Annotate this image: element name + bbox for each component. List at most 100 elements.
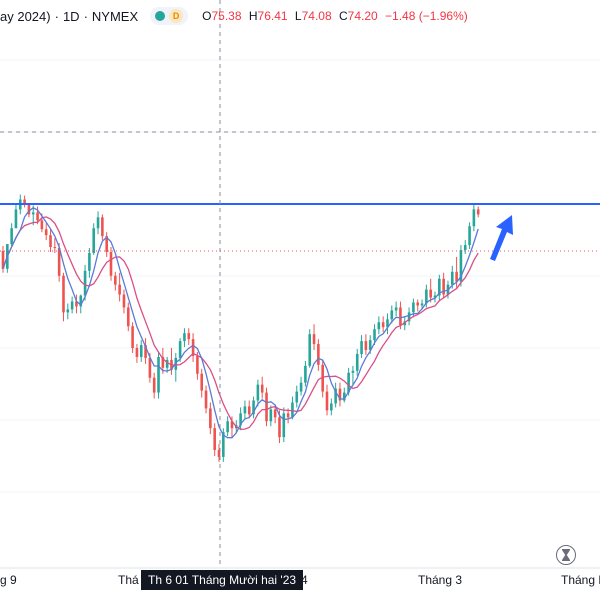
candle-body [144, 345, 147, 358]
time-axis-label: Tháng 3 [418, 573, 463, 587]
candle-body [14, 209, 18, 229]
candle-body [230, 421, 234, 429]
candle-body [101, 217, 104, 237]
interval-label[interactable]: 1D [62, 8, 80, 24]
candle-body [114, 275, 117, 285]
candle-body [317, 344, 320, 365]
candle-body [161, 356, 165, 368]
candle-body [278, 417, 281, 438]
candle-body [239, 413, 242, 426]
hourglass-icon[interactable] [556, 545, 576, 565]
candlestick-series [1, 194, 480, 462]
candle-body [433, 295, 437, 298]
candle-body [438, 278, 441, 296]
candle-body [468, 226, 471, 246]
candle-body [126, 307, 130, 327]
exchange-label: NYMEX [91, 8, 139, 24]
candle-body [222, 432, 225, 457]
candle-body [286, 413, 290, 418]
status-pill[interactable]: D [150, 7, 189, 25]
candle-body [373, 329, 376, 341]
chart-grid [0, 59, 600, 493]
candle-body [347, 372, 350, 393]
candle-body [118, 284, 121, 295]
close-value: 74.20 [347, 9, 378, 23]
candle-body [429, 289, 432, 298]
time-axis-label: g 9 [0, 573, 17, 587]
high-value: 76.41 [257, 9, 288, 23]
candle-body [187, 333, 191, 340]
separator-dot: · [54, 8, 59, 24]
chart-legend-header: ay 2024) · 1D · NYMEX D O75.38 H76.41 L7… [0, 0, 600, 32]
candle-body [243, 406, 247, 414]
candle-body [196, 355, 199, 374]
candle-body [79, 295, 83, 307]
candle-body [92, 228, 96, 253]
close-label: C [338, 9, 348, 23]
candle-body [148, 357, 152, 378]
candle-body [204, 390, 208, 409]
candle-body [36, 212, 39, 221]
candle-body [312, 334, 316, 345]
candle-body [330, 403, 333, 411]
candle-body [368, 340, 372, 350]
candle-body [291, 402, 294, 418]
candle-body [407, 312, 411, 322]
candle-body [394, 307, 398, 311]
candle-body [450, 271, 454, 285]
candle-body [273, 409, 277, 418]
moving-average-fast-line [2, 207, 479, 439]
candle-body [476, 209, 480, 215]
time-axis-label: 4 [301, 573, 308, 587]
candle-body [342, 392, 346, 401]
open-value: 75.38 [211, 9, 242, 23]
candle-body [152, 377, 156, 393]
candle-body [183, 333, 186, 342]
candle-body [252, 400, 255, 415]
candle-body [165, 359, 169, 368]
trend-arrow-icon[interactable] [490, 215, 513, 261]
candle-body [260, 384, 264, 393]
time-axis-label: Tháng N [561, 573, 600, 587]
candle-body [377, 322, 381, 330]
candle-body [83, 270, 87, 296]
candle-body [131, 326, 134, 349]
candle-body [442, 278, 445, 295]
candle-body [66, 309, 70, 313]
time-axis[interactable]: g 9 Thá 4 Tháng 3 Tháng N [0, 568, 600, 592]
candle-body [109, 251, 113, 276]
candle-body [31, 212, 35, 215]
candle-body [399, 307, 402, 326]
change-value: −1.48 (−1.96%) [385, 9, 468, 23]
candle-body [247, 406, 251, 415]
candle-body [53, 247, 57, 249]
time-axis-label: Thá [118, 573, 139, 587]
candle-body [191, 339, 195, 356]
candle-body [226, 421, 229, 433]
candle-body [325, 391, 329, 411]
candle-body [27, 203, 31, 215]
crosshair-date-label: Th 6 01 Tháng Mười hai '23 [141, 570, 304, 590]
high-label: H [248, 9, 258, 23]
candle-body [75, 301, 78, 307]
candle-body [381, 322, 385, 328]
candle-body [390, 310, 394, 320]
candle-body [105, 236, 108, 252]
low-label: L [294, 9, 302, 23]
candle-body [57, 248, 61, 276]
open-label: O [202, 9, 212, 23]
candle-body [122, 294, 126, 308]
candle-body [40, 220, 44, 230]
candle-body [472, 209, 476, 227]
candle-body [139, 345, 143, 357]
candle-body [295, 391, 299, 403]
candle-body [334, 388, 337, 404]
delayed-data-badge[interactable]: D [169, 9, 184, 23]
symbol-title[interactable]: ay 2024) [0, 8, 51, 24]
low-value: 74.08 [301, 9, 332, 23]
candle-body [299, 382, 303, 392]
candle-body [213, 428, 216, 450]
candle-body [49, 235, 52, 248]
candle-body [209, 408, 212, 429]
